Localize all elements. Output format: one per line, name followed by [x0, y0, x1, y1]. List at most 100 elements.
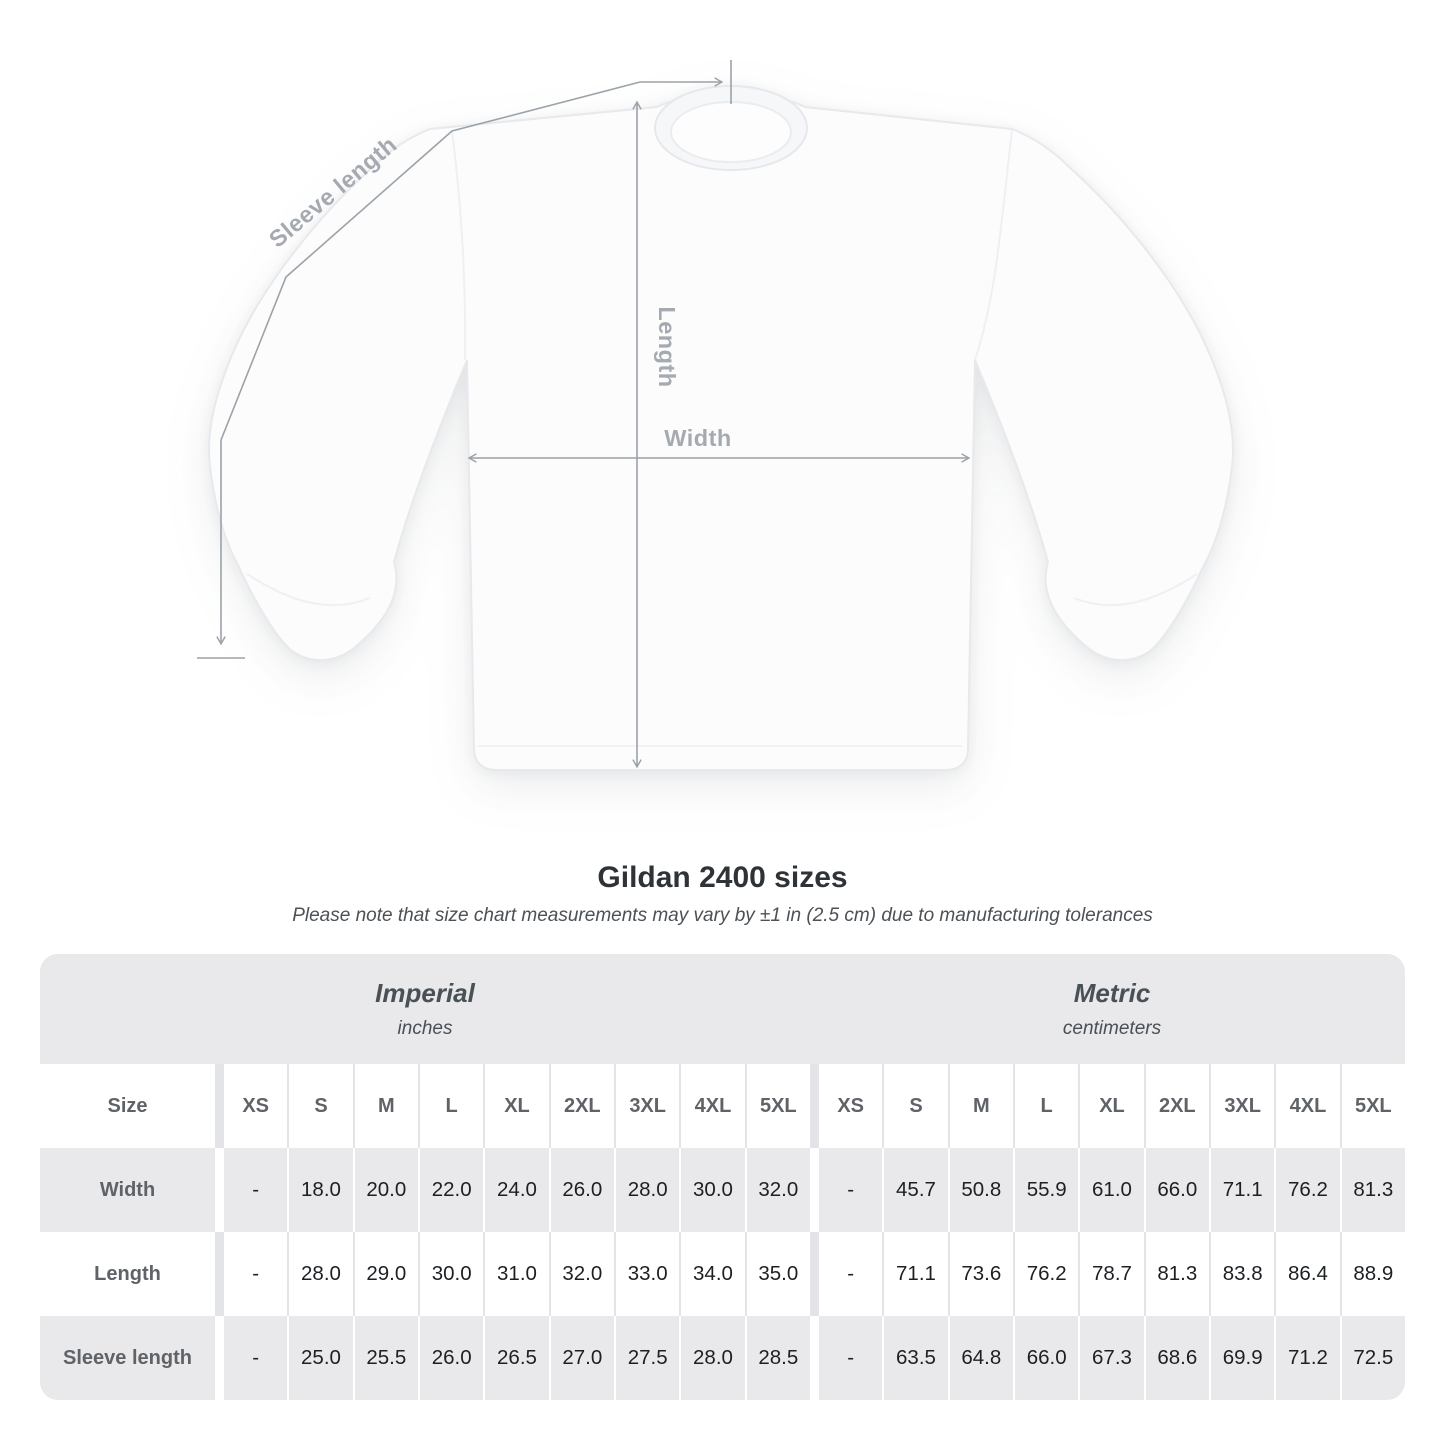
size-col-header-metric: 2XL — [1145, 1064, 1209, 1148]
cell-value-metric: 69.9 — [1210, 1316, 1275, 1400]
cell-value-metric: 61.0 — [1080, 1148, 1144, 1232]
size-col-header-imperial: 5XL — [746, 1064, 810, 1148]
long-sleeve-shirt-illustration — [207, 85, 1235, 771]
cell-value-metric: 66.0 — [1014, 1316, 1079, 1400]
size-col-header-imperial: XL — [485, 1064, 549, 1148]
cell-value-metric: 64.8 — [949, 1316, 1013, 1400]
cell-value-imperial: 31.0 — [485, 1232, 549, 1316]
cell-value-imperial: - — [224, 1148, 288, 1232]
cell-value-metric: 88.9 — [1341, 1232, 1405, 1316]
row-label: Sleeve length — [40, 1316, 215, 1400]
column-group-gap — [812, 1232, 817, 1316]
size-col-header-imperial: 3XL — [615, 1064, 680, 1148]
cell-value-metric: 71.1 — [884, 1232, 948, 1316]
cell-value-imperial: 27.0 — [550, 1316, 614, 1400]
column-group-gap — [217, 1232, 222, 1316]
size-table-rows: Size XS S M L XL 2XL 3XL 4XL 5XL XS S M L XL 2XL 3XL 4XL 5… — [40, 1064, 1405, 1400]
cell-value-imperial: 22.0 — [419, 1148, 484, 1232]
size-table: Imperial inches Metric centimeters Size X… — [40, 954, 1405, 1400]
cell-value-metric: 76.2 — [1014, 1232, 1079, 1316]
size-header-row: Size XS S M L XL 2XL 3XL 4XL 5XL XS S M L XL 2XL 3XL 4XL 5… — [40, 1064, 1405, 1148]
cell-value-imperial: 32.0 — [550, 1232, 614, 1316]
cell-value-imperial: 28.0 — [615, 1148, 680, 1232]
measurement-row: Length -28.0 29.0 30.0 31.0 32.0 33.0 34.0 35.0-… — [40, 1232, 1405, 1316]
size-col-header-imperial: 4XL — [681, 1064, 745, 1148]
size-col-header-imperial: 2XL — [550, 1064, 614, 1148]
size-col-header-imperial: M — [354, 1064, 418, 1148]
cell-value-metric: 67.3 — [1080, 1316, 1144, 1400]
cell-value-imperial: 28.5 — [746, 1316, 810, 1400]
cell-value-imperial: 32.0 — [746, 1148, 810, 1232]
cell-value-imperial: 25.5 — [354, 1316, 418, 1400]
imperial-group-unit: inches — [397, 1018, 453, 1039]
column-group-gap — [812, 1064, 817, 1148]
cell-value-metric: 71.2 — [1276, 1316, 1340, 1400]
cell-value-imperial: 26.5 — [485, 1316, 549, 1400]
cell-value-imperial: - — [224, 1232, 288, 1316]
size-col-header-imperial: S — [289, 1064, 353, 1148]
page-title: Gildan 2400 sizes — [597, 861, 848, 894]
cell-value-imperial: 28.0 — [681, 1316, 745, 1400]
cell-value-imperial: 30.0 — [419, 1232, 484, 1316]
length-measure: Length — [632, 100, 680, 769]
cell-value-imperial: 29.0 — [354, 1232, 418, 1316]
row-label: Length — [40, 1232, 215, 1316]
cell-value-imperial: 30.0 — [681, 1148, 745, 1232]
cell-value-metric: 72.5 — [1341, 1316, 1405, 1400]
cell-value-imperial: 34.0 — [681, 1232, 745, 1316]
metric-group-name: Metric — [1073, 978, 1151, 1008]
cell-value-metric: 45.7 — [884, 1148, 948, 1232]
cell-value-imperial: - — [224, 1316, 288, 1400]
size-column-header: Size — [40, 1064, 215, 1148]
size-col-header-metric: S — [884, 1064, 948, 1148]
cell-value-imperial: 25.0 — [289, 1316, 353, 1400]
size-col-header-metric: L — [1014, 1064, 1079, 1148]
cell-value-imperial: 28.0 — [289, 1232, 353, 1316]
column-group-gap — [217, 1064, 222, 1148]
cell-value-imperial: 20.0 — [354, 1148, 418, 1232]
column-group-gap — [812, 1148, 817, 1232]
cell-value-imperial: 26.0 — [550, 1148, 614, 1232]
cell-value-metric: 81.3 — [1145, 1232, 1209, 1316]
shirt-measurement-diagram: Sleeve length Length Width — [197, 60, 1235, 771]
metric-group-unit: centimeters — [1062, 1018, 1162, 1039]
cell-value-metric: 66.0 — [1145, 1148, 1209, 1232]
cell-value-metric: 50.8 — [949, 1148, 1013, 1232]
size-col-header-metric: 4XL — [1276, 1064, 1340, 1148]
measurement-row: Sleeve length -25.0 25.5 26.0 26.5 27.0 27.5 28… — [40, 1316, 1405, 1400]
tolerance-note: Please note that size chart measurements… — [292, 905, 1153, 926]
width-label: Width — [664, 425, 732, 451]
cell-value-metric: - — [818, 1148, 883, 1232]
length-label: Length — [654, 306, 680, 387]
row-label: Width — [40, 1148, 215, 1232]
column-group-gap — [217, 1316, 222, 1400]
cell-value-metric: 71.1 — [1210, 1148, 1275, 1232]
cell-value-imperial: 26.0 — [419, 1316, 484, 1400]
cell-value-metric: 63.5 — [884, 1316, 948, 1400]
size-col-header-metric: 3XL — [1210, 1064, 1275, 1148]
column-group-gap — [217, 1148, 222, 1232]
size-col-header-metric: 5XL — [1341, 1064, 1405, 1148]
size-col-header-imperial: XS — [224, 1064, 288, 1148]
imperial-group-name: Imperial — [375, 978, 475, 1008]
cell-value-imperial: 24.0 — [485, 1148, 549, 1232]
cell-value-metric: 83.8 — [1210, 1232, 1275, 1316]
metric-group-header: Metric centimeters — [819, 954, 1405, 1064]
cell-value-imperial: 27.5 — [615, 1316, 680, 1400]
unit-group-header-row: Imperial inches Metric centimeters — [40, 954, 1405, 1064]
cell-value-metric: - — [818, 1232, 883, 1316]
sleeve-length-line — [216, 81, 641, 646]
cell-value-metric: 78.7 — [1080, 1232, 1144, 1316]
cell-value-metric: 76.2 — [1276, 1148, 1340, 1232]
cell-value-metric: 68.6 — [1145, 1316, 1209, 1400]
cell-value-imperial: 35.0 — [746, 1232, 810, 1316]
width-measure: Width — [467, 425, 971, 463]
size-col-header-metric: XL — [1080, 1064, 1144, 1148]
collar-inner — [670, 101, 792, 163]
cell-value-metric: 55.9 — [1014, 1148, 1079, 1232]
cell-value-metric: - — [818, 1316, 883, 1400]
size-col-header-metric: XS — [818, 1064, 883, 1148]
cell-value-metric: 73.6 — [949, 1232, 1013, 1316]
cell-value-imperial: 18.0 — [289, 1148, 353, 1232]
